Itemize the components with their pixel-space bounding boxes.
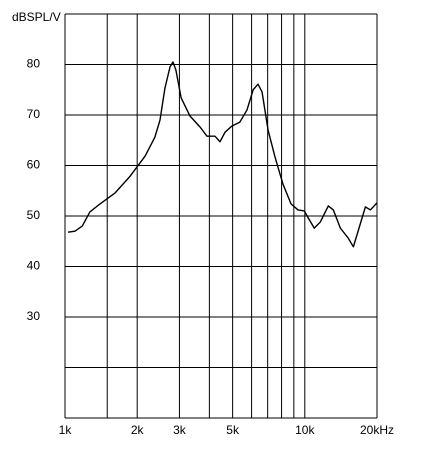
response-curve bbox=[67, 61, 378, 248]
x-tick-label: 2k bbox=[131, 423, 145, 437]
x-tick-label: 3k bbox=[173, 423, 187, 437]
x-tick-label: 1k bbox=[59, 423, 73, 437]
y-tick-label: 30 bbox=[27, 309, 41, 323]
x-tick-label: 10k bbox=[295, 423, 315, 437]
y-tick-label: 60 bbox=[27, 158, 41, 172]
y-tick-label: 80 bbox=[27, 57, 41, 71]
y-axis-label: dBSPL/V bbox=[12, 10, 61, 24]
x-tick-label: 5k bbox=[226, 423, 240, 437]
y-tick-label: 70 bbox=[27, 107, 41, 121]
x-tick-label: 20kHz bbox=[360, 423, 394, 437]
y-tick-label: 40 bbox=[27, 259, 41, 273]
y-tick-label: 50 bbox=[27, 208, 41, 222]
